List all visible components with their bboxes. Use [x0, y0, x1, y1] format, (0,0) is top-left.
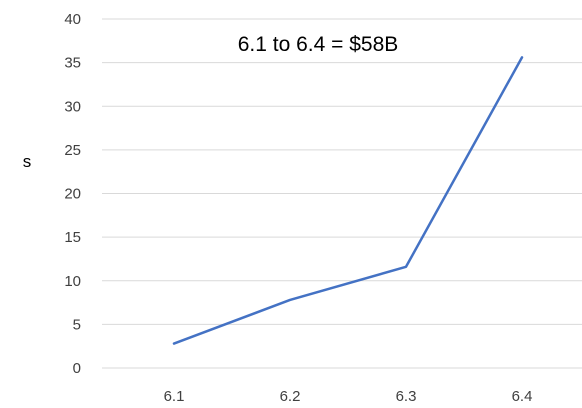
y-axis-label: s [23, 152, 32, 171]
y-axis-ticks: 0 5 10 15 20 25 30 35 40 [64, 11, 81, 377]
x-axis-ticks: 6.1 6.2 6.3 6.4 [164, 388, 533, 405]
gridlines [102, 18, 582, 369]
series-line-0 [172, 56, 524, 345]
x-tick-label: 6.4 [512, 388, 533, 405]
y-tick-label: 25 [64, 142, 81, 159]
y-tick-label: 0 [73, 360, 81, 377]
x-tick-label: 6.1 [164, 388, 185, 405]
y-tick-label: 15 [64, 229, 81, 246]
x-tick-label: 6.3 [396, 388, 417, 405]
y-tick-label: 40 [64, 11, 81, 28]
y-tick-label: 5 [73, 316, 81, 333]
y-tick-label: 35 [64, 55, 81, 72]
y-tick-label: 10 [64, 273, 81, 290]
x-tick-label: 6.2 [280, 388, 301, 405]
chart-annotation: 6.1 to 6.4 = $58B [238, 33, 399, 56]
series-layer [172, 56, 524, 345]
y-tick-label: 20 [64, 186, 81, 203]
y-tick-label: 30 [64, 98, 81, 115]
